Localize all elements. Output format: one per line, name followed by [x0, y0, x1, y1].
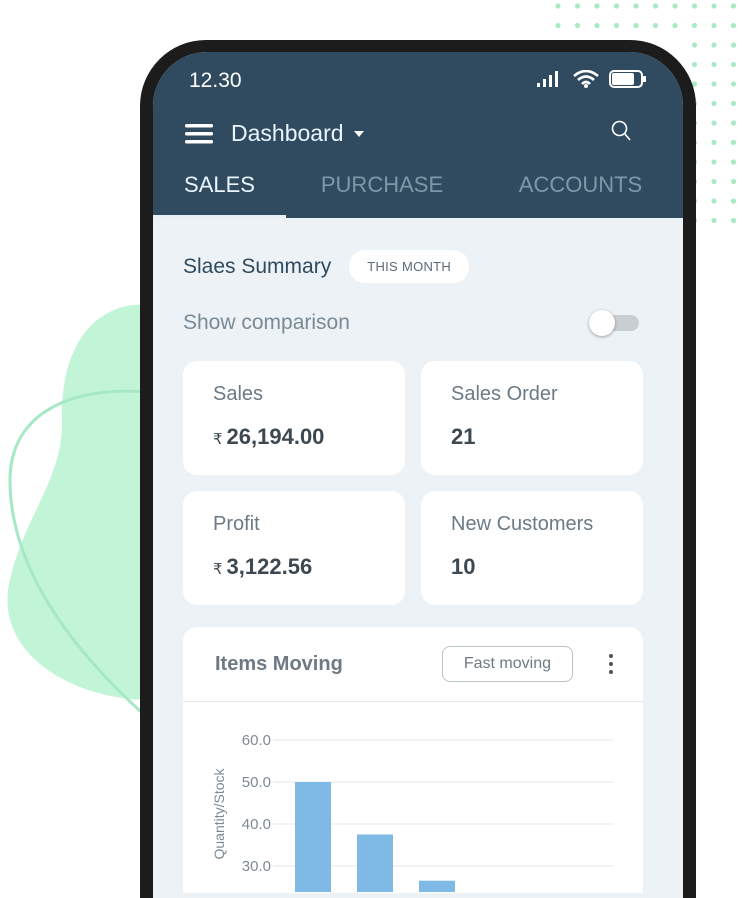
y-axis-label: Quantity/Stock: [211, 767, 227, 859]
phone-frame: 12.30 Dashboard SALES PURCHASE ACCOUNTS …: [140, 40, 696, 898]
wifi-icon: [573, 70, 599, 88]
card-value: 26,194.00: [226, 424, 325, 449]
filter-button[interactable]: Fast moving: [441, 646, 573, 682]
card-label: New Customers: [451, 513, 594, 535]
comparison-toggle[interactable]: [589, 310, 639, 336]
phone-screen: 12.30 Dashboard SALES PURCHASE ACCOUNTS …: [153, 52, 683, 898]
y-tick-label: 40.0: [242, 816, 271, 833]
rupee-icon: ₹: [213, 561, 223, 578]
signal-icon: [537, 71, 558, 87]
status-icons: [537, 70, 647, 88]
tab-bar: SALES PURCHASE ACCOUNTS: [153, 162, 683, 218]
summary-title: Slaes Summary: [183, 254, 332, 278]
more-options-icon[interactable]: [609, 654, 613, 674]
y-tick-label: 60.0: [242, 732, 271, 749]
y-tick-label: 50.0: [242, 774, 271, 791]
tab-purchase[interactable]: PURCHASE: [320, 172, 444, 197]
comparison-label: Show comparison: [183, 311, 350, 334]
card-label: Sales Order: [451, 383, 558, 405]
period-selector[interactable]: THIS MONTH: [349, 250, 470, 283]
chevron-down-icon: [353, 130, 364, 137]
dashboard-dropdown[interactable]: Dashboard: [231, 120, 364, 147]
card-value: 10: [451, 554, 476, 579]
sales-card[interactable]: Sales ₹26,194.00: [183, 361, 405, 475]
items-moving-card: Items Moving Fast moving 30.0 40.0 50.0 60.…: [183, 627, 643, 893]
rupee-icon: ₹: [213, 431, 223, 448]
bar[interactable]: [295, 782, 331, 892]
y-tick-label: 30.0: [242, 858, 271, 875]
card-label: Profit: [213, 513, 260, 535]
new-customers-card[interactable]: New Customers 10: [421, 491, 643, 605]
app-header: 12.30 Dashboard SALES PURCHASE ACCOUNTS: [153, 52, 683, 218]
tab-sales[interactable]: SALES: [153, 162, 286, 218]
bar[interactable]: [419, 880, 455, 892]
sales-order-card[interactable]: Sales Order 21: [421, 361, 643, 475]
page-title: Dashboard: [231, 120, 344, 146]
card-value: 3,122.56: [226, 554, 313, 579]
items-moving-chart: 30.0 40.0 50.0 60.0 Quantity/Stock: [211, 732, 613, 893]
main-content: Slaes Summary THIS MONTH Show comparison…: [153, 250, 683, 893]
tab-accounts[interactable]: ACCOUNTS: [518, 172, 643, 197]
battery-icon: [609, 70, 646, 88]
bar[interactable]: [357, 834, 393, 893]
card-label: Sales: [213, 383, 264, 405]
menu-icon[interactable]: [185, 124, 213, 144]
profit-card[interactable]: Profit ₹3,122.56: [183, 491, 405, 605]
search-icon[interactable]: [611, 120, 631, 142]
items-moving-title: Items Moving: [215, 652, 343, 675]
status-time: 12.30: [189, 69, 242, 92]
card-value: 21: [451, 424, 476, 449]
